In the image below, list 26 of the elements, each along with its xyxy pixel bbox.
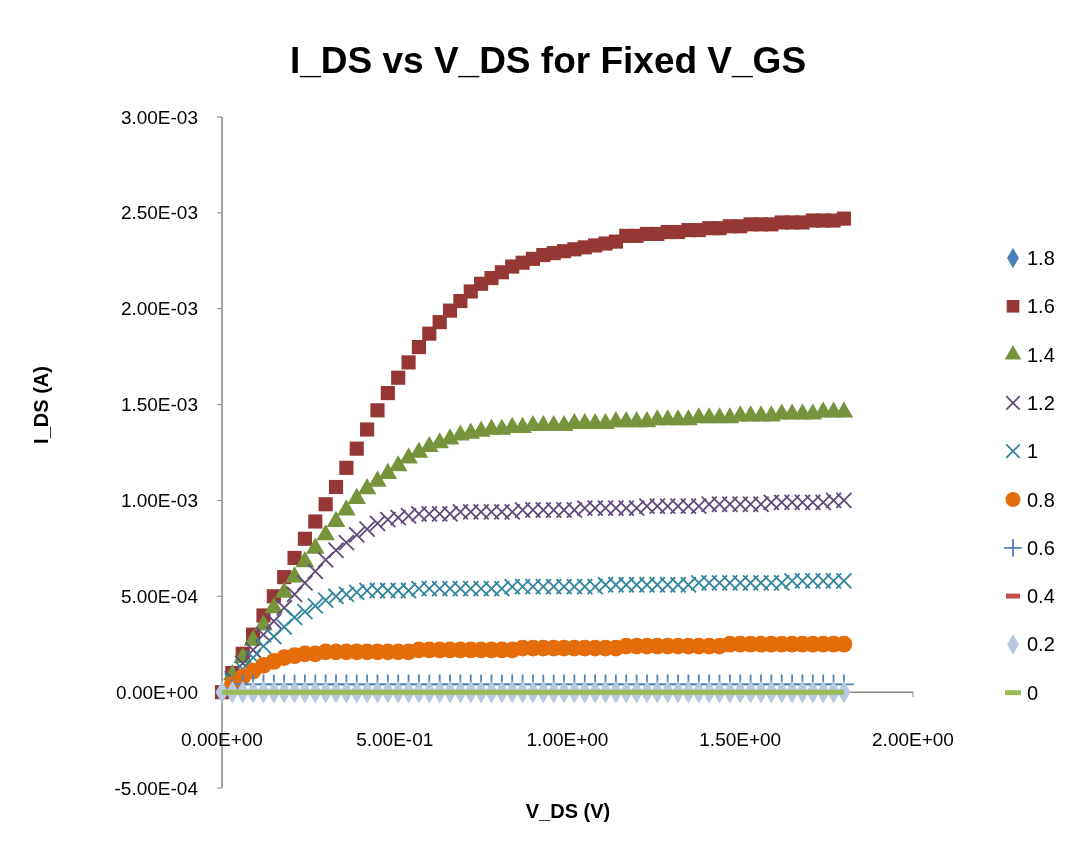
y-tick-label: 5.00E-04 [120,585,199,607]
legend-label: 0.4 [1027,585,1055,608]
legend-label: 0.8 [1027,488,1055,511]
legend-label: 1.4 [1027,343,1055,366]
y-tick-label: -5.00E-04 [114,777,199,799]
x-axis-title: V_DS (V) [525,800,611,822]
y-tick-label: 0.00E+00 [116,681,198,703]
y-tick-label: 2.00E-03 [120,298,198,320]
legend-label: 1 [1027,440,1039,463]
legend-label: 0 [1027,681,1039,704]
x-tick-label: 2.00E+00 [872,729,954,750]
y-tick-label: 3.00E-03 [120,106,198,128]
legend-label: 0.2 [1027,633,1055,656]
x-tick-label: 0.00E+00 [181,729,263,750]
x-tick-label: 1.50E+00 [699,729,782,750]
x-tick-label: 1.00E+00 [526,729,609,750]
legend-label: 1.8 [1027,247,1055,269]
legend-label: 1.6 [1027,295,1055,318]
legend-label: 0.6 [1027,536,1055,559]
x-tick-label: 5.00E-01 [356,729,434,750]
legend-label: 1.2 [1027,391,1055,414]
y-tick-label: 2.50E-03 [120,202,198,224]
y-tick-label: 1.00E-03 [120,489,198,511]
chart-title: I_DS vs V_DS for Fixed V_GS [289,40,807,81]
y-axis-title: I_DS (A) [30,366,52,444]
y-tick-label: 1.50E-03 [120,394,198,416]
